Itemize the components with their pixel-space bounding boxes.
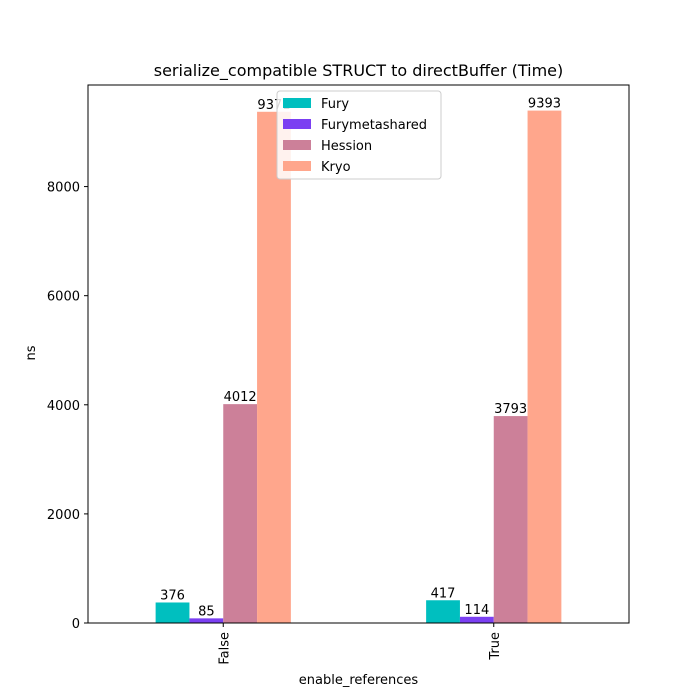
bar-hession-true [493, 416, 528, 623]
legend-label-fury: Fury [321, 97, 349, 112]
data-label-fury-false: 376 [160, 588, 185, 603]
data-label-kryo-true: 9393 [528, 97, 561, 112]
bar-fury-false [155, 602, 190, 623]
y-tick-label: 2000 [47, 508, 80, 523]
x-axis-label: enable_references [299, 673, 419, 688]
y-tick-label: 0 [72, 617, 80, 632]
data-label-furymetashared-true: 114 [464, 603, 489, 618]
y-tick-label: 4000 [47, 399, 80, 414]
x-tick-label-true: True [488, 632, 503, 661]
x-tick-label-false: False [217, 632, 232, 665]
legend-swatch-kryo [283, 161, 311, 171]
bar-kryo-true [527, 110, 562, 624]
bar-fury-true [426, 600, 460, 623]
legend-label-hession: Hession [321, 139, 372, 154]
legend-label-furymetashared: Furymetashared [321, 118, 427, 133]
data-label-fury-true: 417 [431, 586, 456, 601]
bar-furymetashared-false [189, 618, 224, 623]
data-label-furymetashared-false: 85 [198, 604, 215, 619]
legend-box [276, 90, 442, 180]
legend-swatch-fury [283, 98, 311, 108]
y-axis-label: ns [24, 345, 39, 360]
bar-furymetashared-true [459, 616, 494, 623]
bar-kryo-false [257, 111, 291, 624]
legend-swatch-hession [283, 140, 311, 150]
chart-title: serialize_compatible STRUCT to directBuf… [154, 61, 564, 81]
y-tick-label: 8000 [47, 181, 80, 196]
axes-frame [87, 84, 630, 624]
data-label-hession-true: 3793 [494, 402, 527, 417]
y-tick-label: 6000 [47, 290, 80, 305]
legend-label-kryo: Kryo [321, 160, 351, 175]
legend: Fury Furymetashared Hession Kryo [276, 90, 442, 180]
legend-swatch-furymetashared [283, 119, 311, 129]
bar-hession-false [223, 404, 258, 623]
data-label-hession-false: 4012 [224, 390, 257, 405]
